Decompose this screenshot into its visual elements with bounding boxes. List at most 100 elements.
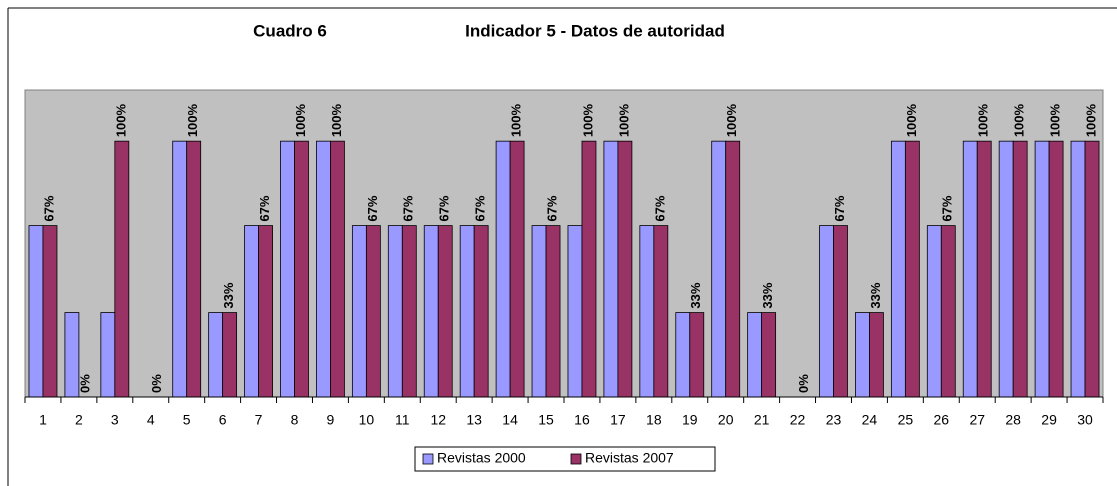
bar: [567, 225, 583, 398]
value-label: 67%: [652, 195, 667, 221]
value-label: 67%: [257, 195, 272, 221]
x-tick-label: 8: [291, 412, 299, 428]
bar: [617, 140, 633, 398]
value-label: 33%: [221, 282, 236, 308]
bar: [976, 140, 992, 398]
x-tick-label: 15: [538, 412, 554, 428]
x-tick-label: 27: [969, 412, 985, 428]
legend-label: Revistas 2000: [437, 450, 526, 466]
bar: [545, 225, 561, 398]
bar: [581, 140, 597, 398]
value-label: 100%: [904, 103, 919, 137]
x-tick-label: 10: [359, 412, 375, 428]
bar: [1084, 140, 1100, 398]
bar: [330, 140, 345, 398]
value-label: 100%: [580, 103, 595, 137]
bar: [962, 140, 978, 398]
bar: [316, 140, 331, 398]
x-tick-label: 12: [430, 412, 446, 428]
bar: [244, 225, 259, 398]
value-label: 0%: [796, 374, 811, 393]
value-label: 100%: [113, 103, 128, 137]
bar: [258, 225, 273, 398]
value-label: 100%: [1083, 103, 1098, 137]
bar: [940, 225, 956, 398]
legend-label: Revistas 2007: [585, 450, 674, 466]
x-tick-label: 18: [646, 412, 662, 428]
value-label: 67%: [832, 195, 847, 221]
value-label: 33%: [688, 282, 703, 308]
value-label: 100%: [976, 103, 991, 137]
value-label: 33%: [760, 282, 775, 308]
value-label: 100%: [293, 103, 308, 137]
x-tick-label: 5: [183, 412, 191, 428]
bar: [1034, 140, 1050, 398]
x-tick-label: 19: [682, 412, 698, 428]
bar: [495, 140, 511, 398]
bar: [1048, 140, 1064, 398]
legend-swatch: [570, 453, 582, 465]
x-tick-label: 3: [111, 412, 119, 428]
x-tick-label: 7: [255, 412, 263, 428]
x-tick-label: 2: [75, 412, 83, 428]
legend-box: [414, 446, 716, 472]
bar: [473, 225, 489, 398]
bar: [747, 312, 763, 398]
value-label: 67%: [365, 195, 380, 221]
bar: [711, 140, 727, 398]
value-label: 100%: [1048, 103, 1063, 137]
bar: [280, 140, 295, 398]
bar: [904, 140, 920, 398]
x-tick-label: 4: [147, 412, 155, 428]
bar: [437, 225, 453, 398]
bar: [351, 225, 367, 398]
value-label: 0%: [149, 374, 164, 393]
value-label: 100%: [724, 103, 739, 137]
x-tick-label: 26: [934, 412, 950, 428]
bar: [725, 140, 741, 398]
bar: [423, 225, 439, 398]
value-label: 67%: [940, 195, 955, 221]
bar: [1070, 140, 1086, 398]
bar: [675, 312, 691, 398]
chart-title: Indicador 5 - Datos de autoridad: [465, 21, 725, 40]
x-tick-label: 17: [610, 412, 626, 428]
bar: [1012, 140, 1028, 398]
value-label: 100%: [616, 103, 631, 137]
bar: [387, 225, 403, 398]
value-label: 67%: [544, 195, 559, 221]
value-label: 67%: [401, 195, 416, 221]
bar: [998, 140, 1014, 398]
x-tick-label: 1: [39, 412, 47, 428]
bar: [401, 225, 417, 398]
legend-swatch: [422, 453, 434, 465]
value-label: 100%: [509, 103, 524, 137]
bar: [114, 140, 130, 398]
x-tick-label: 11: [395, 412, 410, 428]
bar: [639, 225, 655, 398]
bar: [653, 225, 669, 398]
value-label: 100%: [1012, 103, 1027, 137]
value-label: 33%: [868, 282, 883, 308]
chart-subtitle: Cuadro 6: [253, 21, 327, 40]
x-tick-label: 21: [754, 412, 770, 428]
bar: [509, 140, 525, 398]
bar: [761, 312, 777, 398]
x-tick-label: 9: [327, 412, 335, 428]
value-label: 0%: [77, 374, 92, 393]
value-label: 67%: [41, 195, 56, 221]
bar: [603, 140, 619, 398]
bar: [100, 312, 116, 398]
x-tick-label: 25: [898, 412, 914, 428]
bar: [531, 225, 547, 398]
bar: [855, 312, 870, 398]
bar: [222, 312, 238, 398]
bar: [459, 225, 475, 398]
value-label: 100%: [185, 103, 200, 137]
x-tick-label: 24: [862, 412, 878, 428]
bar: [186, 140, 202, 398]
x-tick-label: 28: [1005, 412, 1021, 428]
x-tick-label: 29: [1041, 412, 1057, 428]
bar: [42, 225, 58, 398]
